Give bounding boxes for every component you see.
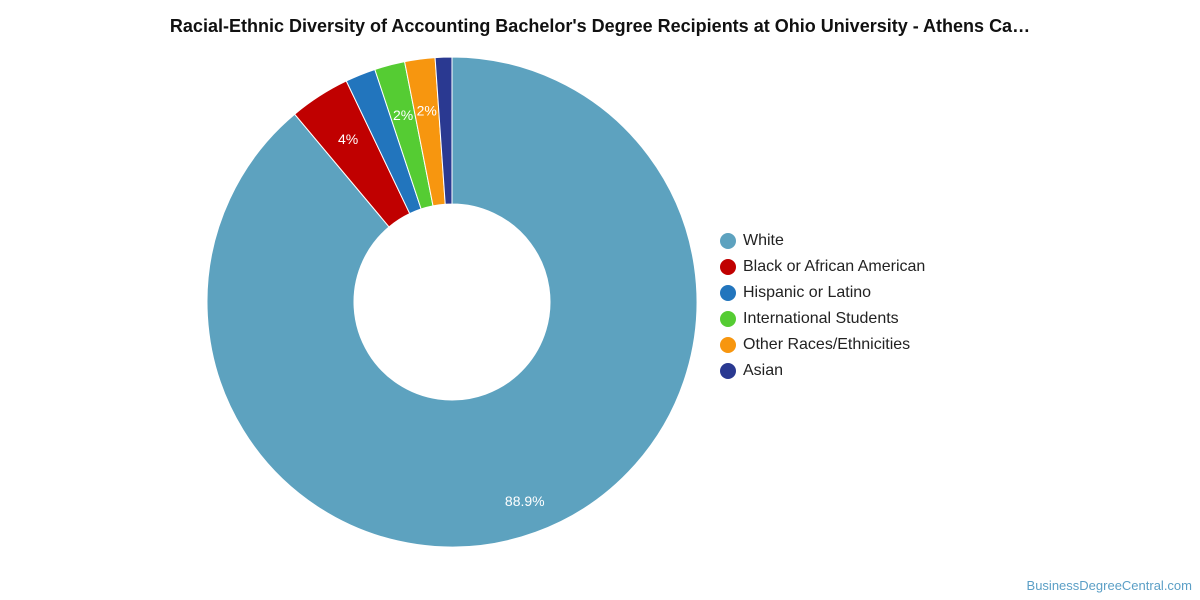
slice-white[interactable] (206, 56, 698, 548)
legend-swatch-icon (720, 259, 736, 275)
legend-item[interactable]: Black or African American (720, 254, 925, 280)
slice-data-label: 2% (417, 102, 437, 118)
chart-title: Racial-Ethnic Diversity of Accounting Ba… (169, 16, 1031, 36)
legend-swatch-icon (720, 233, 736, 249)
watermark[interactable]: BusinessDegreeCentral.com (1026, 578, 1192, 593)
slice-data-label: 88.9% (505, 493, 545, 509)
legend-label: Asian (743, 362, 784, 379)
legend-item[interactable]: White (720, 228, 925, 254)
legend-item[interactable]: Hispanic or Latino (720, 280, 925, 306)
slice-asian[interactable] (434, 56, 453, 205)
legend-label: Black or African American (743, 258, 926, 275)
chart-legend: White Black or African American Hispanic o… (720, 228, 925, 384)
legend-label: White (743, 232, 784, 249)
legend-label: Other Races/Ethnicities (743, 336, 911, 353)
legend-swatch-icon (720, 311, 736, 327)
legend-item[interactable]: Asian (720, 358, 925, 384)
legend-swatch-icon (720, 285, 736, 301)
slice-data-label: 2% (393, 107, 413, 123)
legend-item[interactable]: International Students (720, 306, 925, 332)
slice-data-label: 4% (338, 131, 358, 147)
legend-item[interactable]: Other Races/Ethnicities (720, 332, 925, 358)
legend-swatch-icon (720, 363, 736, 379)
legend-label: Hispanic or Latino (743, 284, 872, 301)
legend-swatch-icon (720, 337, 736, 353)
legend-label: International Students (743, 310, 899, 327)
